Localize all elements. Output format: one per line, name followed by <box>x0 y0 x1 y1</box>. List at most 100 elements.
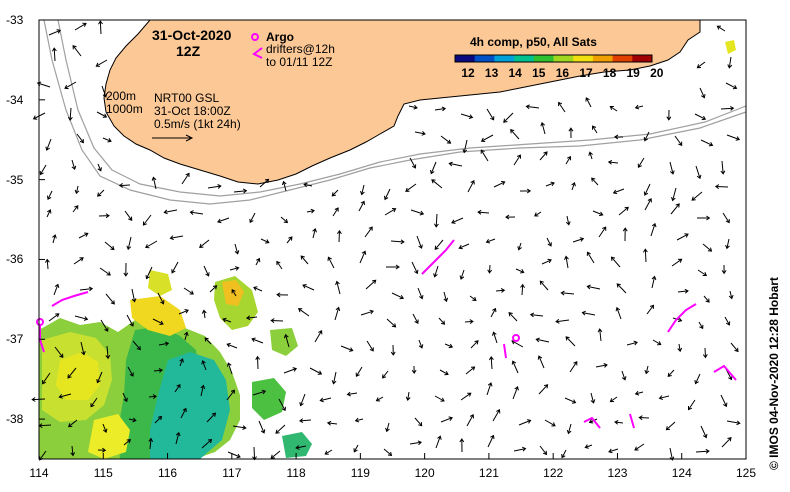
current-vector-arrow <box>564 255 569 269</box>
current-vector-arrow <box>671 187 677 202</box>
current-vector-arrow <box>569 361 578 373</box>
current-vector-arrow <box>331 189 339 197</box>
current-vector-arrow <box>525 104 540 110</box>
current-vector-arrow <box>586 284 601 290</box>
current-vector-arrow <box>259 178 270 188</box>
current-vector-arrow <box>644 198 652 211</box>
current-vector-arrow <box>697 215 711 221</box>
colorbar-tick-label: 16 <box>555 66 570 80</box>
drifters-legend-line2: to 01/11 12Z <box>266 55 333 69</box>
current-vector-arrow <box>126 236 132 251</box>
current-vector-arrow <box>558 101 566 113</box>
current-vector-arrow <box>255 355 261 370</box>
current-vector-arrow <box>564 397 577 404</box>
drifter-legend-icon <box>252 47 263 59</box>
current-vector-arrow <box>702 347 708 359</box>
current-vector-arrow <box>621 370 627 381</box>
colorbar-swatch <box>553 55 574 62</box>
current-vector-arrow <box>97 447 107 453</box>
colorbar-tick-label: 14 <box>508 66 522 80</box>
current-vector-arrow <box>538 384 549 395</box>
current-vector-arrow <box>435 435 442 449</box>
current-vector-arrow <box>158 341 170 347</box>
current-vector-arrow <box>97 163 102 172</box>
current-vector-arrow <box>101 85 108 98</box>
current-vector-arrow <box>608 448 619 454</box>
current-vector-arrow <box>74 315 89 321</box>
current-vector-arrow <box>245 315 258 321</box>
y-tick-label: -35 <box>6 172 24 187</box>
current-vector-arrow <box>300 255 309 265</box>
current-vector-arrow <box>365 279 377 290</box>
current-vector-arrow <box>592 125 598 134</box>
current-vector-arrow <box>39 164 47 176</box>
current-vector-arrow <box>234 243 240 255</box>
current-vector-arrow <box>565 336 576 347</box>
current-vector-arrow <box>695 165 702 180</box>
x-tick-label: 115 <box>93 466 113 480</box>
current-vector-arrow <box>131 288 137 303</box>
current-vector-arrow <box>386 264 400 270</box>
current-vector-arrow <box>163 209 178 215</box>
current-vector-arrow <box>180 407 187 419</box>
current-vector-arrow <box>590 392 596 404</box>
current-vector-arrow <box>443 291 449 303</box>
current-vector-arrow <box>561 449 567 459</box>
current-vector-arrow <box>324 449 333 455</box>
colorbar-tick-label: 20 <box>650 66 664 80</box>
current-vector-arrow <box>179 358 184 367</box>
current-vector-arrow <box>76 133 84 144</box>
current-vector-arrow <box>616 283 627 294</box>
current-vector-arrow <box>584 444 593 449</box>
current-vector-arrow <box>513 446 527 452</box>
x-tick-label: 117 <box>222 466 242 480</box>
current-vector-arrow <box>409 440 422 446</box>
current-vector-arrow <box>529 312 544 318</box>
current-vector-arrow <box>418 339 424 349</box>
current-vector-arrow <box>572 237 585 243</box>
colorbar-title: 4h comp, p50, All Sats <box>470 35 597 49</box>
current-vector-arrow <box>487 264 493 274</box>
colorbar-tick-label: 18 <box>602 66 617 80</box>
current-vector-arrow <box>512 386 519 400</box>
current-vector-arrow <box>383 448 393 456</box>
current-vector-arrow <box>515 268 525 274</box>
current-vector-arrow <box>571 181 576 191</box>
current-vector-arrow <box>612 188 625 195</box>
current-vector-arrow <box>676 233 689 241</box>
colorbar-swatch <box>455 55 476 62</box>
current-vector-arrow <box>95 59 108 67</box>
current-vector-arrow <box>568 127 574 139</box>
current-vector-arrow <box>666 109 672 121</box>
colorbar-swatch <box>592 55 614 62</box>
current-vector-arrow <box>691 191 703 201</box>
current-vector-arrow <box>331 371 337 385</box>
current-vector-arrow <box>539 445 548 456</box>
current-vector-arrow <box>45 138 52 151</box>
colorbar-swatch <box>474 55 495 62</box>
current-vector-arrow <box>537 355 545 369</box>
colorbar-outline <box>454 54 653 63</box>
current-vector-arrow <box>730 342 739 353</box>
current-vector-arrow <box>462 139 468 154</box>
current-vector-arrow <box>434 106 447 112</box>
current-vector-arrow <box>670 203 680 215</box>
current-vector-arrow <box>586 251 595 264</box>
current-vector-arrow <box>698 321 704 330</box>
plot-frame <box>38 19 747 460</box>
colorbar-swatch <box>494 55 515 62</box>
current-vector-arrow <box>385 422 390 433</box>
current-vector-arrow <box>201 439 213 449</box>
current-vector-arrow <box>154 415 163 424</box>
current-vector-arrow <box>405 391 411 401</box>
current-vector-arrow <box>459 438 465 453</box>
current-vector-arrow <box>517 242 522 251</box>
current-vector-arrow <box>595 363 608 368</box>
current-vector-arrow <box>200 384 206 397</box>
current-vector-arrow <box>714 184 729 190</box>
current-vector-arrow <box>270 450 281 459</box>
current-vector-arrow <box>72 205 79 213</box>
contour-200-label: 200m <box>106 89 137 103</box>
current-vector-arrow <box>458 243 470 250</box>
argo-legend-label: Argo <box>266 30 294 44</box>
